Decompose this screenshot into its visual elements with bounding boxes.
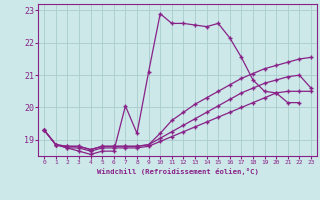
X-axis label: Windchill (Refroidissement éolien,°C): Windchill (Refroidissement éolien,°C) <box>97 168 259 175</box>
